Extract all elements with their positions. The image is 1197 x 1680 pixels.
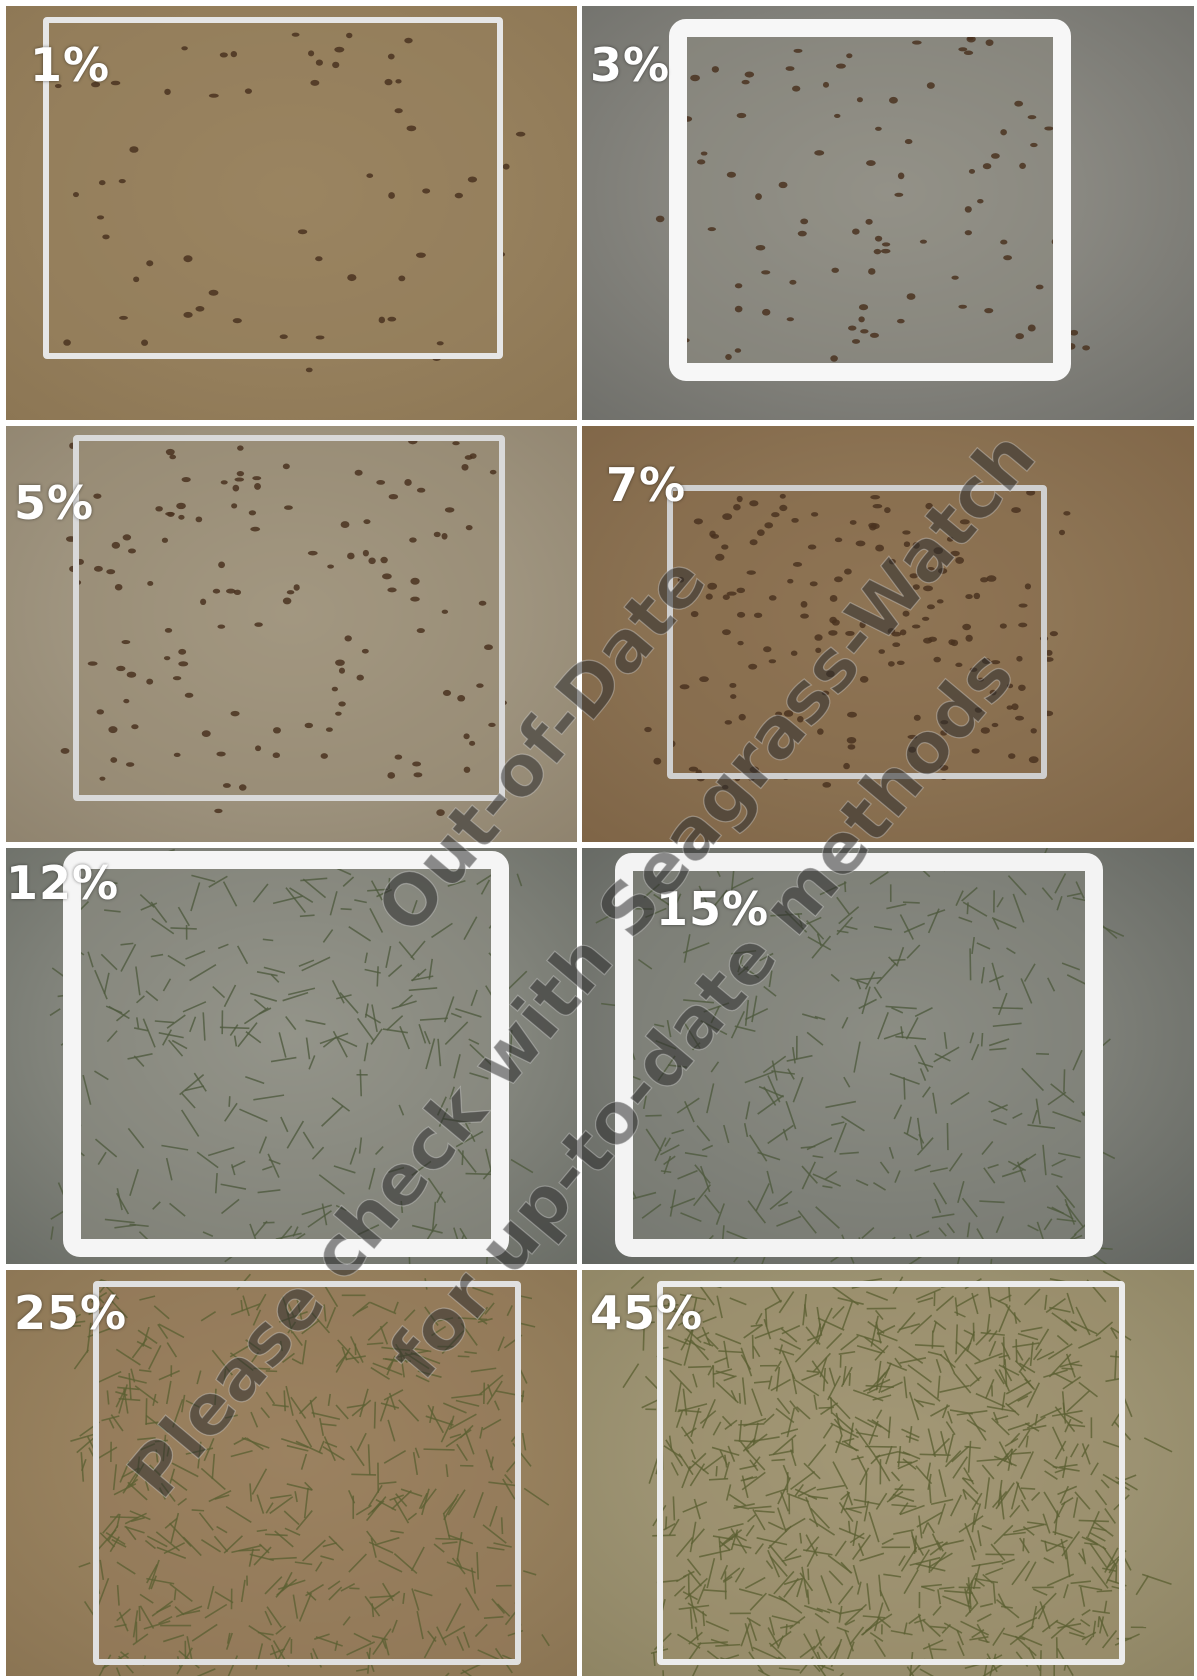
quadrat-interior bbox=[46, 20, 500, 356]
seagrass-marks bbox=[58, 1273, 550, 1676]
seagrass-marks bbox=[60, 438, 507, 817]
coverage-label: 5% bbox=[14, 476, 95, 530]
quadrat-photo-image bbox=[582, 1270, 1194, 1676]
quadrat-photo-5: 12% bbox=[6, 848, 577, 1264]
quadrat-photo-image bbox=[6, 6, 577, 420]
quadrat-interior bbox=[624, 862, 1094, 1248]
pvc-quadrat-frame bbox=[657, 1281, 1125, 1665]
quadrat-photo-3: 5% bbox=[6, 426, 577, 842]
seagrass-marks bbox=[595, 848, 1125, 1264]
seagrass-marks bbox=[54, 32, 526, 373]
pvc-quadrat-frame bbox=[615, 853, 1103, 1257]
coverage-label: 45% bbox=[590, 1286, 704, 1340]
quadrat-interior bbox=[72, 860, 500, 1248]
quadrat-photo-7: 25% bbox=[6, 1270, 577, 1676]
pvc-quadrat-frame bbox=[93, 1281, 521, 1665]
quadrat-photo-image bbox=[6, 426, 577, 842]
pvc-quadrat-frame bbox=[63, 851, 509, 1257]
quadrat-interior bbox=[678, 28, 1062, 372]
quadrat-interior bbox=[670, 488, 1044, 776]
pvc-quadrat-frame bbox=[43, 17, 503, 359]
quadrat-photo-image bbox=[582, 426, 1194, 842]
coverage-label: 1% bbox=[30, 38, 111, 92]
pvc-quadrat-frame bbox=[73, 435, 505, 801]
seagrass-marks bbox=[622, 1270, 1173, 1676]
coverage-label: 25% bbox=[14, 1286, 128, 1340]
quadrat-photo-8: 45% bbox=[582, 1270, 1194, 1676]
quadrat-interior bbox=[76, 438, 502, 798]
coverage-label: 12% bbox=[6, 856, 120, 910]
coverage-label: 7% bbox=[606, 458, 687, 512]
quadrat-photo-4: 7% bbox=[582, 426, 1194, 842]
quadrat-photo-grid: 1% 3% 5% 7% 12% 15% 25% 45% bbox=[6, 6, 1194, 1676]
quadrat-photo-6: 15% bbox=[582, 848, 1194, 1264]
quadrat-photo-image bbox=[6, 848, 577, 1264]
quadrat-photo-1: 1% bbox=[6, 6, 577, 420]
coverage-label: 3% bbox=[590, 38, 671, 92]
quadrat-photo-2: 3% bbox=[582, 6, 1194, 420]
quadrat-photo-image bbox=[582, 848, 1194, 1264]
quadrat-photo-image bbox=[582, 6, 1194, 420]
quadrat-interior bbox=[660, 1284, 1122, 1662]
coverage-label: 15% bbox=[656, 882, 770, 936]
quadrat-photo-image bbox=[6, 1270, 577, 1676]
pvc-quadrat-frame bbox=[669, 19, 1071, 381]
pvc-quadrat-frame bbox=[667, 485, 1047, 779]
